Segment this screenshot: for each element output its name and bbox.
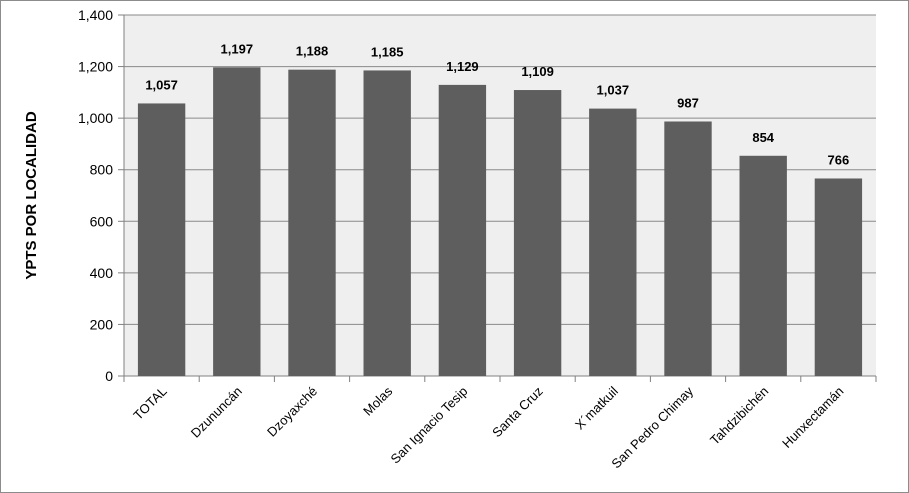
x-tick-label: Molas	[360, 383, 395, 418]
y-tick-label: 400	[90, 265, 114, 281]
x-tick-label: X´matkuil	[572, 383, 621, 432]
x-tick-label: TOTAL	[130, 384, 169, 423]
y-tick-label: 0	[105, 368, 113, 384]
x-tick-label: Dzununcán	[188, 384, 245, 441]
y-tick-label: 200	[90, 316, 114, 332]
x-tick-label: Hunxectamán	[779, 384, 846, 451]
y-tick-label: 600	[90, 213, 114, 229]
bar	[363, 70, 411, 377]
x-tick-label: Dzoyaxché	[264, 384, 320, 440]
data-label: 1,057	[145, 77, 178, 92]
data-label: 1,129	[446, 59, 479, 74]
bar	[288, 69, 336, 376]
y-tick-label: 800	[90, 162, 114, 178]
data-label: 1,185	[371, 44, 404, 59]
data-label: 1,188	[296, 44, 329, 59]
y-tick-label: 1,400	[78, 7, 113, 23]
data-label: 1,109	[521, 64, 554, 79]
bar	[589, 108, 637, 376]
data-label: 987	[677, 95, 699, 110]
y-axis-title: YPTS POR LOCALIDAD	[23, 111, 40, 280]
x-tick-label: Tahdzibichén	[707, 384, 771, 448]
data-label: 1,037	[597, 83, 630, 98]
y-tick-label: 1,000	[78, 110, 113, 126]
bar	[513, 90, 562, 376]
bar	[814, 178, 863, 376]
data-label: 854	[752, 130, 774, 145]
bar	[739, 155, 787, 376]
bar	[137, 103, 186, 376]
x-tick-label: Santa Cruz	[489, 384, 546, 441]
x-tick-label: San Ignacio Tesip	[388, 384, 471, 467]
bar	[664, 121, 712, 377]
y-tick-label: 1,200	[78, 59, 113, 75]
bar	[213, 67, 261, 376]
bar	[438, 84, 487, 377]
data-label: 766	[828, 152, 850, 167]
x-tick-label: San Pedro Chimay	[608, 383, 696, 471]
data-label: 1,197	[221, 41, 254, 56]
